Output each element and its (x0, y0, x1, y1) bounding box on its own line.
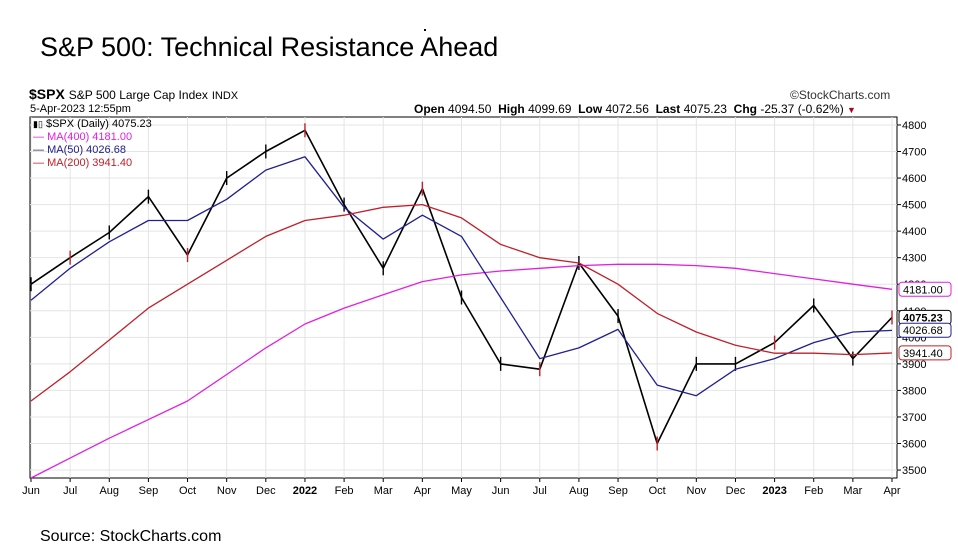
x-tick-label: Sep (608, 485, 628, 497)
ohlc-line: Open 4094.50 High 4099.69 Low 4072.56 La… (414, 102, 856, 116)
y-tick-label: 4500 (902, 200, 926, 212)
x-tick-label: 2023 (762, 485, 786, 497)
low-value: 4072.56 (605, 102, 649, 116)
x-tick-label: Oct (179, 485, 196, 497)
x-tick-label: Apr (414, 485, 431, 497)
plot-frame (29, 116, 898, 479)
price-label-box (898, 345, 952, 361)
legend-item-ma200: — MA(200) 3941.40 (33, 157, 133, 169)
chart-legend: ▮▯ $SPX (Daily) 4075.23 — MA(400) 4181.0… (33, 118, 152, 170)
y-tick-label: 4300 (902, 253, 926, 265)
legend-item-ma50: — MA(50) 4026.68 (33, 144, 126, 156)
price-label: 4026.68 (903, 325, 943, 337)
chart-exchange: INDX (211, 90, 239, 102)
x-tick-label: Oct (649, 485, 666, 497)
series-line (30, 203, 893, 402)
y-tick-label: 4600 (902, 173, 926, 185)
high-label: High (498, 102, 525, 116)
source-note: Source: StockCharts.com (40, 528, 222, 545)
price-label: 4075.23 (903, 312, 943, 324)
x-tick-label: 2022 (293, 485, 317, 497)
y-tick-label: 3600 (902, 438, 926, 450)
x-tick-label: Aug (569, 485, 589, 497)
y-tick-label: 3500 (902, 465, 926, 477)
stray-dot (424, 29, 426, 31)
series-line (30, 263, 893, 479)
chart-symbol: $SPX (29, 86, 65, 102)
x-tick-label: Jul (533, 485, 547, 497)
price-label-box (898, 322, 952, 338)
x-tick-label: Dec (726, 485, 746, 497)
x-tick-label: Mar (374, 485, 393, 497)
open-value: 4094.50 (448, 102, 492, 116)
y-tick-label: 3700 (902, 412, 926, 424)
low-label: Low (578, 102, 603, 116)
x-tick-label: Jun (492, 485, 510, 497)
chart-datetime: 5-Apr-2023 12:55pm (30, 103, 131, 115)
x-tick-label: Aug (99, 485, 119, 497)
chart-index-name: S&P 500 Large Cap Index (68, 88, 208, 102)
legend-item-ma400: — MA(400) 4181.00 (33, 131, 133, 143)
series-line (30, 156, 893, 397)
price-label: 3941.40 (903, 348, 943, 360)
open-label: Open (414, 102, 445, 116)
last-label: Last (655, 102, 681, 116)
x-tick-label: Mar (843, 485, 862, 497)
chg-value: -25.37 (-0.62%) (760, 102, 844, 116)
x-tick-label: Jul (63, 485, 77, 497)
legend-item-spx: ▮▯ $SPX (Daily) 4075.23 (33, 118, 152, 130)
stockcharts-brand: ©StockCharts.com (790, 88, 891, 102)
x-tick-label: Dec (256, 485, 276, 497)
y-tick-label: 4800 (902, 120, 926, 132)
y-tick-label: 4400 (902, 226, 926, 238)
x-tick-label: Feb (335, 485, 354, 497)
x-tick-label: Apr (883, 485, 900, 497)
x-tick-label: Nov (687, 485, 707, 497)
x-tick-label: Sep (139, 485, 159, 497)
y-tick-label: 3800 (902, 385, 926, 397)
down-triangle-icon: ▼ (847, 105, 856, 115)
price-label: 4181.00 (903, 284, 943, 296)
y-tick-label: 4700 (902, 147, 926, 159)
high-value: 4099.69 (528, 102, 572, 116)
last-value: 4075.23 (683, 102, 727, 116)
x-tick-label: Jun (22, 485, 40, 497)
price-label-box (898, 281, 952, 297)
y-tick-label: 3900 (902, 359, 926, 371)
x-tick-label: May (451, 485, 472, 497)
slide-title: S&P 500: Technical Resistance Ahead (40, 32, 499, 62)
x-tick-label: Nov (217, 485, 237, 497)
chart-symbol-line: $SPX S&P 500 Large Cap Index INDX (29, 86, 238, 102)
chg-label: Chg (733, 102, 757, 116)
x-tick-label: Feb (804, 485, 823, 497)
